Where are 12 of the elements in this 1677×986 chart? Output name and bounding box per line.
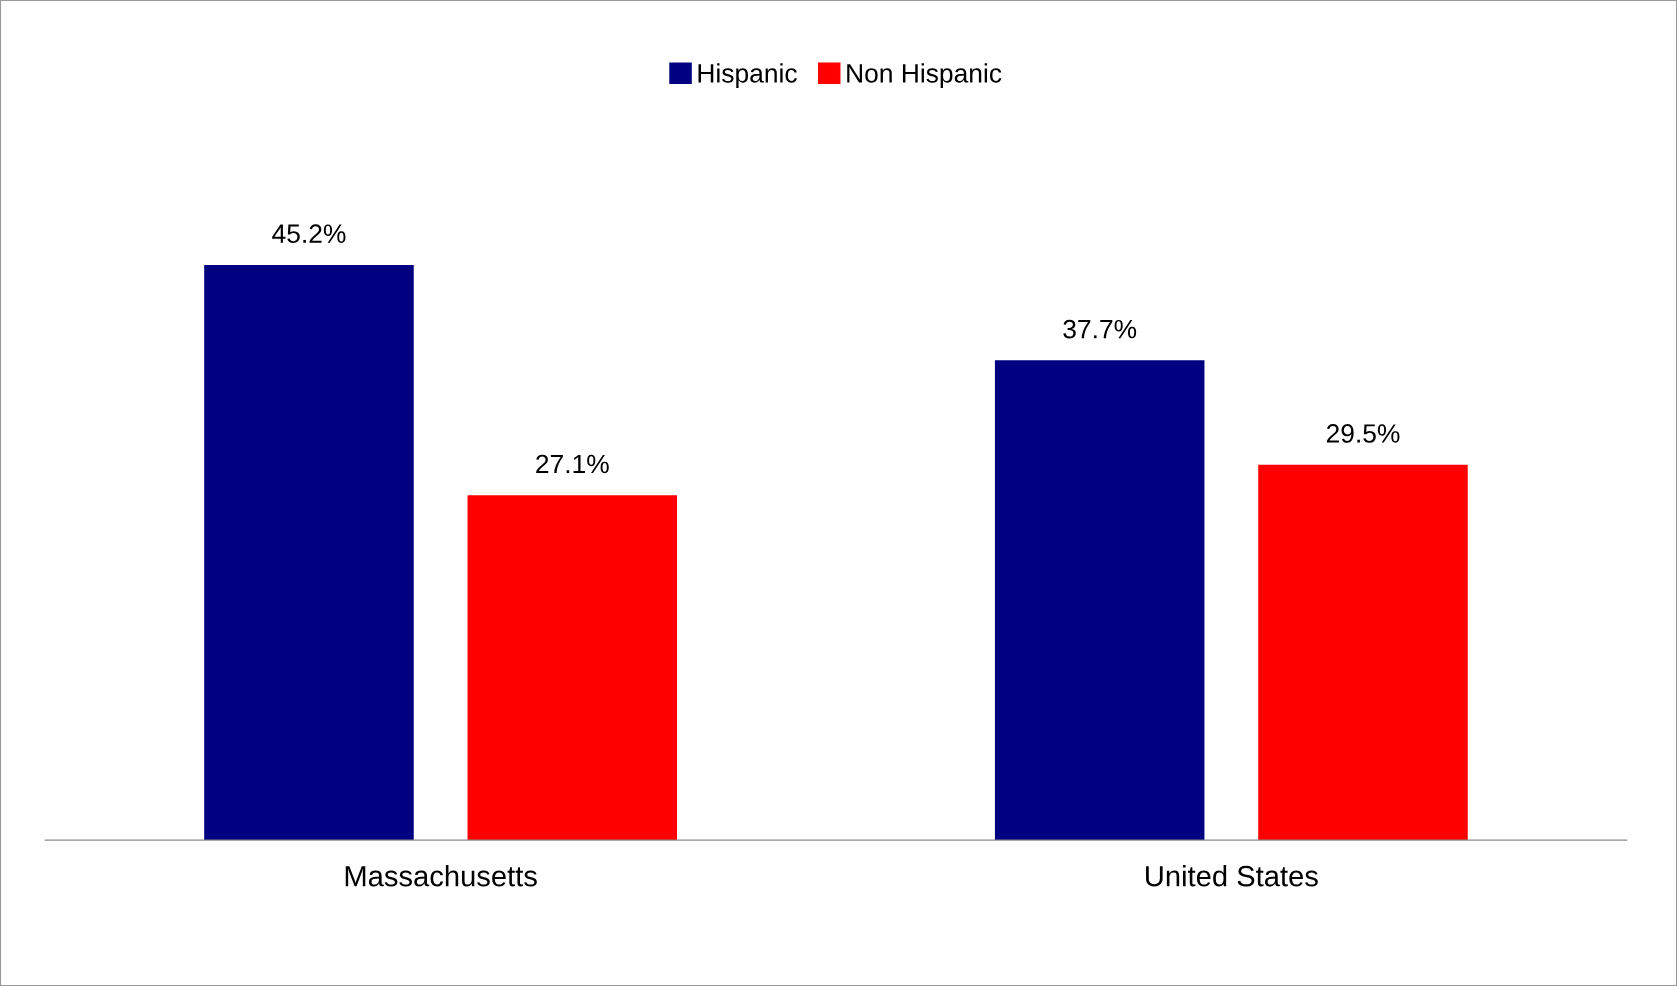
bar — [204, 264, 414, 841]
data-label: 27.1% — [536, 454, 609, 474]
legend-label: Hispanic — [698, 63, 797, 88]
bar — [994, 360, 1205, 841]
bar — [467, 495, 678, 841]
legend-label: Non Hispanic — [847, 63, 1002, 88]
x-tick-label: United States — [1146, 865, 1318, 887]
data-label: 29.5% — [1326, 424, 1400, 443]
x-tick-label: Massachusetts — [345, 865, 537, 887]
data-label: 45.2% — [272, 224, 346, 244]
data-label: 37.7% — [1063, 319, 1137, 339]
bar — [1258, 464, 1468, 841]
